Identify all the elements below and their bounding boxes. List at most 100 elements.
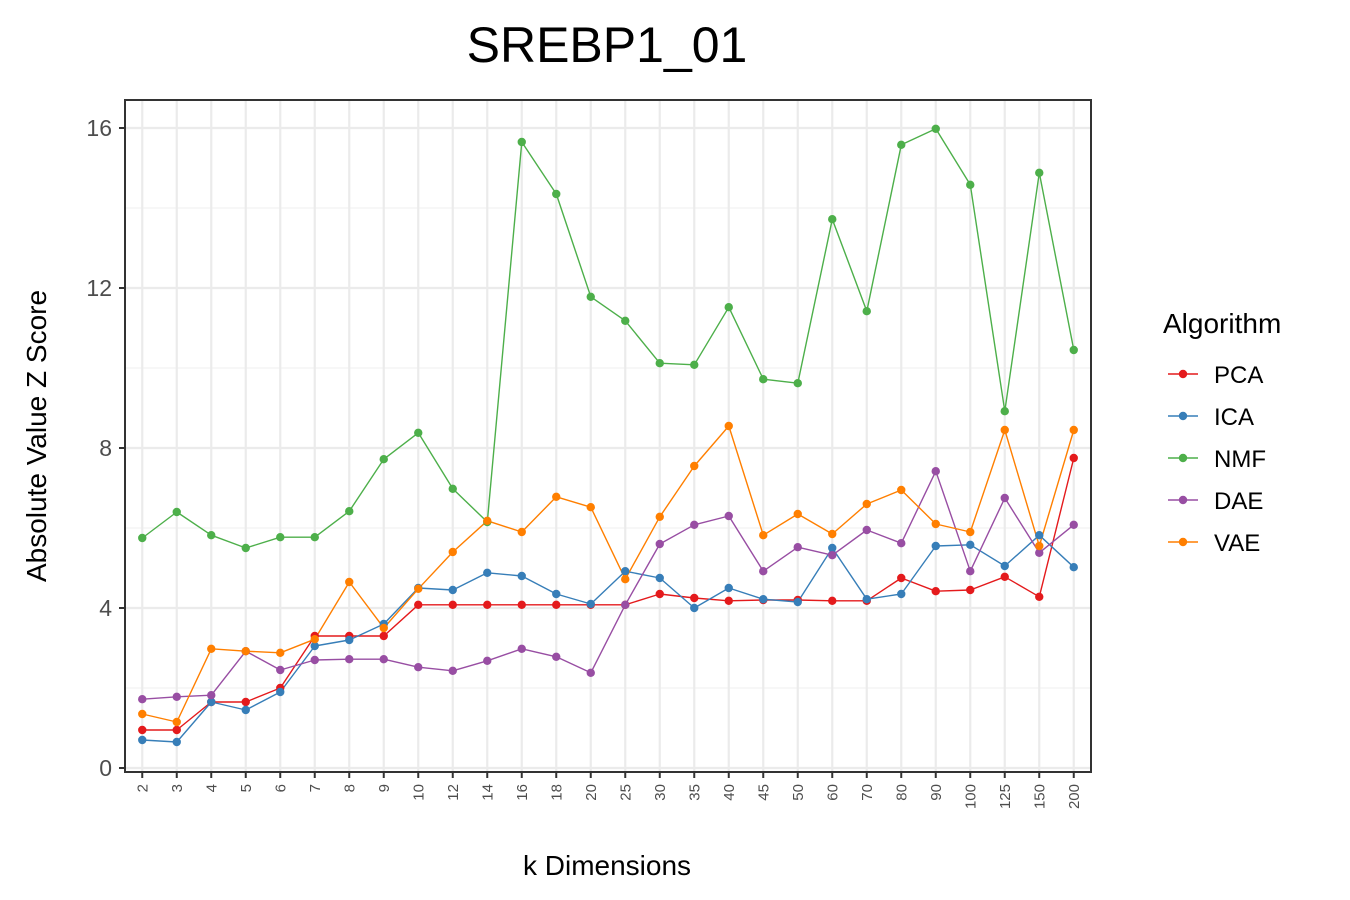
- x-tick-label: 30: [652, 784, 669, 801]
- point-pca: [1035, 592, 1044, 601]
- point-nmf: [690, 360, 699, 369]
- legend-items: PCA ICA NMF DAE VAE: [1168, 362, 1266, 557]
- point-nmf: [207, 531, 216, 540]
- point-vae: [172, 717, 181, 727]
- point-vae: [483, 516, 492, 525]
- point-nmf: [517, 137, 526, 147]
- y-tick-label: 4: [99, 595, 112, 621]
- point-dae: [310, 655, 319, 665]
- x-tick-label: 90: [928, 784, 945, 801]
- y-tick-label: 16: [86, 115, 112, 141]
- point-vae: [793, 509, 802, 519]
- legend-item-nmf: NMF: [1168, 446, 1266, 473]
- point-pca: [1000, 572, 1009, 581]
- point-pca: [138, 725, 147, 735]
- point-ica: [759, 595, 768, 604]
- point-nmf: [966, 180, 975, 189]
- point-vae: [759, 531, 768, 540]
- legend-item-vae: VAE: [1168, 530, 1260, 557]
- point-vae: [276, 648, 285, 657]
- point-vae: [655, 512, 664, 521]
- point-pca: [241, 697, 250, 707]
- x-tick-label: 3: [169, 784, 186, 792]
- x-tick-label: 35: [686, 784, 703, 801]
- x-tick-label: 200: [1066, 784, 1083, 809]
- legend-key-point: [1178, 495, 1188, 505]
- point-dae: [414, 663, 423, 672]
- point-vae: [621, 575, 630, 584]
- legend-item-ica: ICA: [1168, 404, 1254, 431]
- point-pca: [172, 725, 181, 735]
- point-dae: [517, 644, 526, 653]
- point-pca: [655, 589, 664, 599]
- legend-key-point: [1178, 537, 1188, 547]
- point-nmf: [759, 375, 768, 384]
- point-dae: [690, 520, 699, 529]
- point-vae: [379, 623, 388, 633]
- y-tick-label: 8: [99, 435, 112, 461]
- x-tick-label: 6: [272, 784, 289, 792]
- x-tick-label: 50: [790, 784, 807, 801]
- point-pca: [517, 600, 526, 609]
- x-tick-label: 125: [997, 784, 1014, 809]
- point-dae: [483, 656, 492, 665]
- series-line-ica: [142, 534, 1075, 743]
- point-pca: [931, 587, 940, 596]
- point-dae: [897, 539, 906, 548]
- x-tick-label: 25: [617, 784, 634, 801]
- point-ica: [1035, 531, 1044, 540]
- point-nmf: [793, 379, 802, 388]
- point-dae: [1000, 493, 1009, 503]
- point-pca: [379, 631, 388, 641]
- point-dae: [276, 665, 285, 675]
- point-ica: [207, 697, 216, 707]
- point-vae: [931, 519, 940, 529]
- x-tick-label: 18: [548, 784, 565, 801]
- x-axis: 2 3 4 5 6 7 8 9 10 12 14 16 18 20 25 30 35 40 45 50 60 70 80 90…: [134, 772, 1083, 809]
- point-dae: [172, 692, 181, 701]
- chart-title: SREBP1_01: [467, 17, 748, 73]
- legend-label: NMF: [1214, 446, 1266, 473]
- point-ica: [862, 595, 871, 604]
- x-tick-label: 70: [859, 784, 876, 801]
- point-vae: [724, 421, 733, 431]
- point-nmf: [276, 533, 285, 542]
- point-pca: [690, 593, 699, 603]
- plot-panel: [124, 99, 1092, 773]
- x-tick-label: 150: [1031, 784, 1048, 809]
- y-axis-label: Absolute Value Z Score: [21, 290, 52, 582]
- point-dae: [724, 511, 733, 521]
- point-pca: [483, 600, 492, 609]
- point-dae: [552, 652, 561, 661]
- y-axis: 0 4 8 12 16: [86, 115, 125, 781]
- point-dae: [655, 539, 664, 549]
- point-vae: [448, 547, 457, 557]
- point-vae: [862, 499, 871, 509]
- legend-label: ICA: [1214, 404, 1254, 431]
- x-tick-label: 9: [376, 784, 393, 792]
- point-ica: [690, 603, 699, 613]
- series-line-vae: [142, 425, 1075, 723]
- point-nmf: [931, 124, 940, 133]
- point-dae: [828, 551, 837, 560]
- point-vae: [310, 635, 319, 644]
- legend-key-point: [1178, 369, 1188, 379]
- legend-label: DAE: [1214, 488, 1263, 515]
- point-ica: [241, 705, 250, 715]
- series-line-pca: [142, 457, 1075, 731]
- point-dae: [862, 525, 871, 535]
- point-nmf: [724, 303, 733, 312]
- x-tick-label: 45: [755, 784, 772, 801]
- point-vae: [552, 492, 561, 501]
- legend-label: PCA: [1214, 362, 1263, 389]
- point-ica: [724, 583, 733, 593]
- point-ica: [483, 568, 492, 577]
- point-vae: [517, 527, 526, 537]
- plot-background: [125, 100, 1091, 772]
- point-nmf: [172, 507, 181, 517]
- point-ica: [586, 599, 595, 609]
- point-vae: [690, 461, 699, 471]
- point-vae: [138, 709, 147, 719]
- point-nmf: [241, 543, 250, 553]
